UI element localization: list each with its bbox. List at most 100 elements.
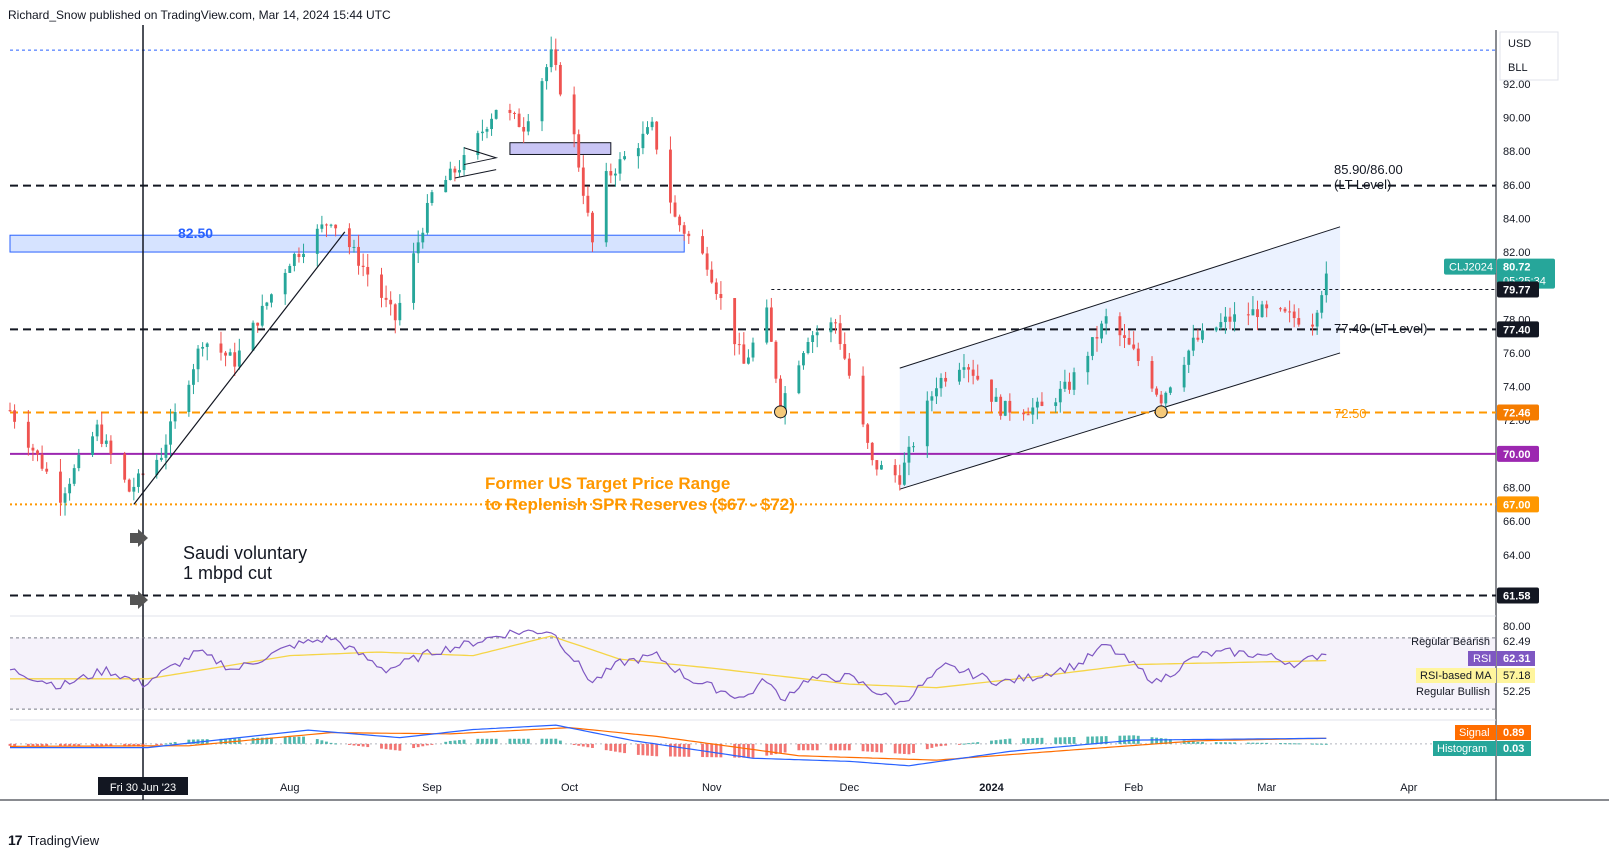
macd-signal-value-bg[interactable] — [1497, 725, 1531, 740]
candle-body[interactable] — [425, 202, 429, 233]
price-tag-67.00-bg[interactable] — [1497, 496, 1539, 513]
candle-body[interactable] — [233, 352, 237, 367]
candle-body[interactable] — [59, 471, 62, 503]
macd-histogram-value-bg[interactable] — [1497, 741, 1531, 756]
candle-body[interactable] — [806, 342, 810, 354]
candle-body[interactable] — [962, 367, 966, 370]
candle-body[interactable] — [1063, 381, 1067, 389]
rsi-name-tag-bg[interactable] — [1468, 651, 1496, 666]
candle-body[interactable] — [613, 173, 617, 176]
candle-body[interactable] — [26, 421, 30, 448]
candle-body[interactable] — [68, 483, 72, 494]
candle-body[interactable] — [1104, 316, 1108, 324]
candle-body[interactable] — [320, 224, 324, 229]
candle-body[interactable] — [912, 446, 915, 448]
candle-body[interactable] — [490, 118, 493, 130]
candle-body[interactable] — [710, 269, 714, 283]
candle-body[interactable] — [224, 352, 227, 356]
candle-body[interactable] — [898, 475, 902, 485]
candle-body[interactable] — [164, 444, 168, 458]
candle-body[interactable] — [494, 109, 498, 119]
candle-body[interactable] — [939, 377, 943, 389]
candle-body[interactable] — [1136, 348, 1140, 361]
candle-body[interactable] — [1219, 322, 1223, 328]
candle-body[interactable] — [329, 224, 333, 226]
price-tag-72.46-bg[interactable] — [1497, 404, 1539, 421]
candle-body[interactable] — [971, 369, 975, 376]
candle-body[interactable] — [389, 299, 393, 305]
candle-body[interactable] — [237, 350, 241, 367]
candle-body[interactable] — [1292, 311, 1296, 319]
candle-body[interactable] — [646, 127, 649, 134]
candle-body[interactable] — [1150, 360, 1154, 389]
symbol-tag-bg[interactable] — [1444, 258, 1496, 275]
candle-body[interactable] — [967, 367, 970, 370]
candle-body[interactable] — [999, 396, 1003, 416]
candle-body[interactable] — [843, 344, 847, 359]
candle-body[interactable] — [1035, 401, 1039, 408]
candle-body[interactable] — [994, 396, 998, 402]
candle-body[interactable] — [366, 266, 370, 275]
candle-body[interactable] — [297, 253, 301, 258]
candle-body[interactable] — [100, 424, 104, 444]
candle-body[interactable] — [513, 112, 516, 114]
candle-body[interactable] — [678, 216, 682, 226]
candle-body[interactable] — [393, 304, 397, 321]
candle-body[interactable] — [265, 302, 269, 306]
candle-body[interactable] — [201, 346, 205, 349]
candle-body[interactable] — [1054, 402, 1058, 406]
candle-body[interactable] — [95, 424, 99, 437]
candle-body[interactable] — [288, 265, 292, 273]
candle-body[interactable] — [480, 131, 484, 134]
candle-body[interactable] — [1288, 311, 1292, 313]
candle-body[interactable] — [1297, 318, 1301, 325]
candle-body[interactable] — [618, 159, 622, 174]
candle-body[interactable] — [136, 473, 140, 487]
x-axis-crosshair-tag[interactable] — [98, 777, 189, 795]
candle-body[interactable] — [398, 302, 402, 321]
candle-body[interactable] — [581, 167, 585, 196]
candle-body[interactable] — [829, 322, 833, 333]
candle-body[interactable] — [416, 242, 420, 254]
candle-body[interactable] — [586, 195, 590, 213]
candle-body[interactable] — [1251, 309, 1255, 316]
price-tag-79.77-bg[interactable] — [1497, 281, 1539, 298]
candle-body[interactable] — [123, 453, 127, 480]
candle-body[interactable] — [63, 493, 67, 503]
candle-body[interactable] — [1260, 304, 1264, 318]
candle-body[interactable] — [1324, 273, 1328, 296]
candle-body[interactable] — [1003, 400, 1007, 416]
candle-body[interactable] — [40, 454, 44, 469]
candle-body[interactable] — [1164, 392, 1168, 404]
candle-body[interactable] — [1320, 295, 1324, 313]
candle-body[interactable] — [155, 459, 159, 476]
tradingview-logo[interactable]: 17 TradingView — [8, 832, 99, 848]
candle-body[interactable] — [302, 253, 305, 258]
candle-body[interactable] — [1026, 414, 1030, 416]
rsi-ma-name-tag-bg[interactable] — [1416, 668, 1496, 683]
candle-body[interactable] — [1279, 308, 1282, 310]
candle-body[interactable] — [655, 121, 659, 150]
candle-body[interactable] — [930, 396, 934, 401]
candle-body[interactable] — [334, 224, 338, 229]
candle-body[interactable] — [957, 369, 961, 382]
candle-body[interactable] — [866, 424, 870, 443]
candle-body[interactable] — [1058, 388, 1062, 403]
candle-body[interactable] — [1040, 401, 1044, 406]
candle-body[interactable] — [228, 352, 232, 356]
candle-body[interactable] — [1191, 337, 1195, 351]
candle-body[interactable] — [1168, 387, 1172, 393]
candle-body[interactable] — [444, 180, 448, 193]
candle-body[interactable] — [1311, 324, 1314, 327]
candle-body[interactable] — [192, 369, 195, 385]
candle-body[interactable] — [1228, 316, 1232, 322]
candle-body[interactable] — [907, 446, 911, 463]
candle-body[interactable] — [485, 129, 489, 132]
candle-body[interactable] — [1132, 344, 1136, 349]
candle-body[interactable] — [811, 335, 815, 343]
candle-body[interactable] — [1072, 372, 1076, 390]
price-tag-61.58-bg[interactable] — [1497, 587, 1539, 604]
rsi-value-tag-bg[interactable] — [1497, 651, 1535, 666]
candle-body[interactable] — [875, 460, 879, 470]
currency-box[interactable] — [1499, 31, 1559, 81]
